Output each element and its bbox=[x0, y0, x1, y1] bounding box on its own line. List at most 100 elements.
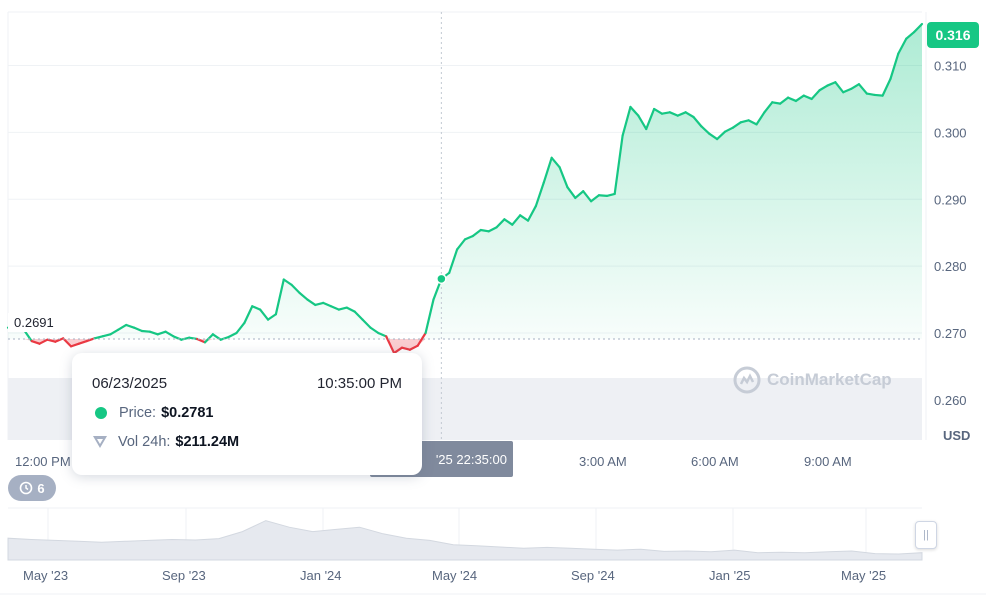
price-segment bbox=[219, 335, 230, 341]
price-segment bbox=[834, 81, 845, 94]
price-segment bbox=[337, 306, 348, 311]
price-segment bbox=[645, 107, 656, 131]
watermark-text: CoinMarketCap bbox=[767, 370, 892, 389]
coinmarketcap-logo-icon bbox=[733, 366, 761, 394]
watermark: CoinMarketCap bbox=[733, 366, 892, 394]
price-segment bbox=[180, 336, 191, 341]
y-tick-label: 0.280 bbox=[934, 259, 967, 274]
y-axis: 0.260 0.270 0.280 0.290 0.300 0.310 bbox=[934, 59, 967, 408]
price-segment bbox=[487, 226, 498, 233]
price-segment bbox=[905, 30, 916, 40]
navigator[interactable]: May '23 Sep '23 Jan '24 May '24 Sep '24 Jan '… bbox=[0, 507, 986, 595]
price-segment bbox=[400, 346, 411, 351]
price-segment bbox=[345, 306, 356, 313]
price-segment bbox=[566, 186, 577, 200]
price-segment bbox=[597, 194, 608, 198]
price-area bbox=[8, 24, 922, 354]
price-segment bbox=[873, 93, 884, 97]
price-segment bbox=[62, 337, 73, 348]
price-segment bbox=[235, 321, 246, 335]
price-segment bbox=[723, 126, 734, 133]
price-segment bbox=[148, 330, 159, 336]
price-segment bbox=[463, 234, 474, 241]
price-segment bbox=[692, 115, 703, 128]
price-segment bbox=[54, 337, 65, 343]
navigator-tick-label: May '25 bbox=[841, 568, 886, 583]
price-segment bbox=[511, 214, 522, 226]
price-segment bbox=[629, 105, 640, 117]
price-segment bbox=[826, 81, 837, 87]
y-tick-label: 0.290 bbox=[934, 192, 967, 207]
price-segment bbox=[550, 156, 561, 169]
price-segment bbox=[786, 96, 798, 103]
price-segment bbox=[361, 318, 372, 329]
price-segment bbox=[842, 87, 853, 94]
price-segment bbox=[503, 218, 514, 226]
price-segment bbox=[456, 238, 467, 251]
price-segment bbox=[558, 166, 569, 189]
price-segment bbox=[251, 305, 262, 311]
price-segment bbox=[889, 52, 900, 80]
price-segment bbox=[416, 331, 427, 347]
price-segment bbox=[266, 313, 277, 321]
price-segment bbox=[779, 96, 790, 105]
price-dot-icon bbox=[95, 407, 107, 419]
price-segment bbox=[495, 218, 506, 229]
hover-point bbox=[436, 273, 447, 285]
price-segment bbox=[227, 331, 238, 339]
price-segment bbox=[471, 228, 482, 238]
navigator-tick-label: Sep '23 bbox=[162, 568, 206, 583]
history-icon bbox=[20, 481, 33, 495]
price-segment bbox=[731, 121, 742, 129]
price-segment bbox=[542, 156, 553, 184]
price-segment bbox=[196, 337, 207, 344]
price-segment bbox=[448, 248, 459, 274]
price-segment bbox=[353, 310, 364, 321]
y-tick-label: 0.260 bbox=[934, 393, 967, 408]
history-button[interactable]: 6 bbox=[8, 475, 56, 501]
price-segment bbox=[125, 323, 136, 329]
price-segment bbox=[385, 335, 396, 355]
price-segment bbox=[243, 305, 254, 325]
price-segment bbox=[164, 330, 175, 338]
price-segment bbox=[314, 301, 325, 307]
price-segment bbox=[802, 94, 813, 101]
price-segment bbox=[424, 298, 435, 335]
price-segment bbox=[794, 94, 805, 103]
price-segment bbox=[282, 278, 293, 286]
price-segment bbox=[676, 111, 687, 117]
price-segment bbox=[46, 338, 57, 343]
price-segment bbox=[172, 335, 183, 341]
price-segment bbox=[818, 84, 829, 92]
price-segment bbox=[203, 333, 214, 344]
x-tick-label: 3:00 AM bbox=[579, 454, 627, 469]
price-segment bbox=[38, 338, 49, 345]
price-segment bbox=[589, 194, 601, 203]
price-segment bbox=[369, 326, 380, 335]
price-segment bbox=[306, 298, 317, 307]
navigator-tick-label: May '24 bbox=[432, 568, 477, 583]
price-segment bbox=[329, 305, 341, 311]
y-tick-label: 0.300 bbox=[934, 125, 967, 140]
price-segment bbox=[93, 335, 104, 340]
price-segment bbox=[700, 125, 711, 135]
price-segment bbox=[322, 301, 333, 308]
price-segment bbox=[77, 339, 88, 345]
navigator-tick-label: Sep '24 bbox=[571, 568, 615, 583]
x-tick-label: 9:00 AM bbox=[804, 454, 852, 469]
navigator-tick-label: Jan '25 bbox=[709, 568, 751, 583]
price-segment bbox=[140, 329, 151, 333]
tooltip-price-value: $0.2781 bbox=[161, 405, 214, 421]
price-segment bbox=[849, 83, 861, 91]
price-segment bbox=[653, 107, 664, 115]
price-segment bbox=[274, 278, 285, 316]
navigator-handle[interactable]: || bbox=[915, 521, 937, 549]
price-segment bbox=[747, 119, 758, 126]
tooltip-date: 06/23/2025 bbox=[92, 375, 168, 392]
navigator-tick-label: May '23 bbox=[23, 568, 68, 583]
price-segment bbox=[771, 101, 782, 105]
price-segment bbox=[101, 333, 112, 338]
price-segment bbox=[526, 204, 538, 222]
price-segment bbox=[897, 37, 908, 55]
